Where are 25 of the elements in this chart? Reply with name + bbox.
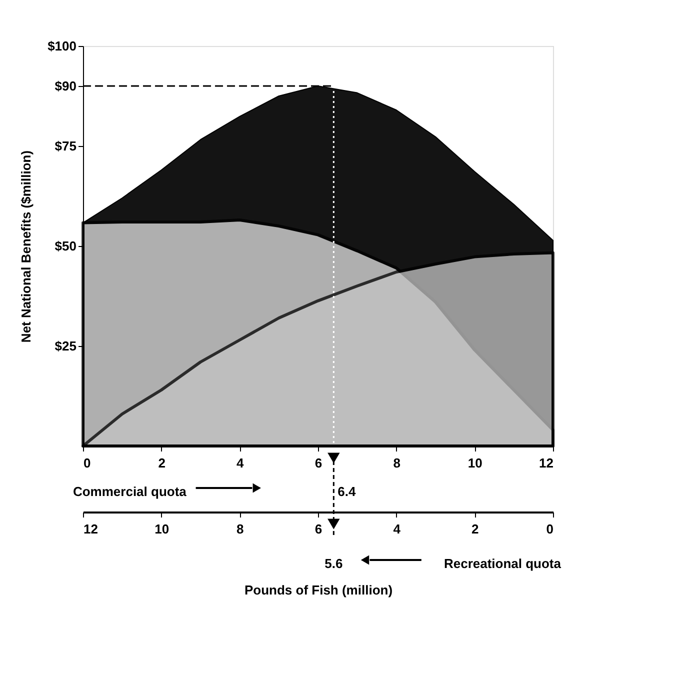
ref-line-label: 6.4: [338, 484, 357, 499]
x-tick-label: 0: [84, 456, 91, 470]
x-tick-label: 6: [314, 456, 322, 470]
x2-tick-label: 0: [546, 522, 554, 536]
x2-tick-label: 10: [154, 522, 170, 536]
x2-tick-label: 12: [84, 522, 98, 536]
x2-tick-label: 4: [393, 522, 402, 536]
x-axis-title: Pounds of Fish (million): [244, 582, 393, 598]
x-tick-label: 8: [393, 456, 400, 470]
x2-tick-label: 6: [314, 522, 322, 536]
x-tick-label: 4: [236, 456, 245, 470]
text: 5.6: [324, 556, 343, 571]
x-tick-label: 12: [539, 456, 554, 470]
y-tick-label: $75: [54, 138, 76, 154]
x2-tick-label: 2: [472, 522, 479, 536]
y-axis-title: Net National Benefits ($million): [18, 150, 34, 343]
text: Commercial quota: [72, 484, 188, 499]
y-tick-label: $50: [54, 238, 76, 254]
text: Recreational quota: [444, 556, 562, 571]
y-tick-label: $25: [54, 338, 76, 354]
x-tick-label: 2: [158, 456, 166, 470]
y-tick-label: $100: [48, 38, 76, 54]
y-tick-label: $90: [54, 78, 76, 94]
x2-tick-label: 8: [236, 522, 244, 536]
x-tick-label: 10: [468, 456, 482, 470]
